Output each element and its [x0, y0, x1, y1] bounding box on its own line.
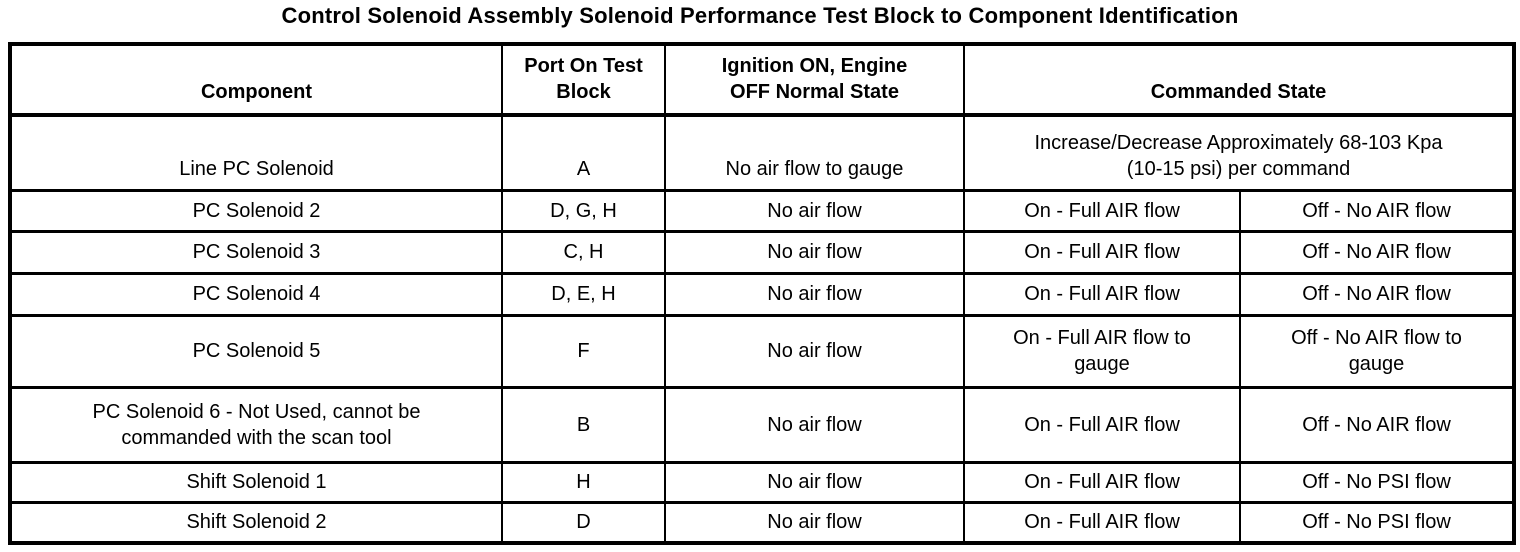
header-ignition-normal-state: Ignition ON, Engine OFF Normal State [664, 42, 965, 117]
cell-ignition-state: No air flow to gauge [664, 113, 965, 192]
cell-component: PC Solenoid 6 - Not Used, cannot be comm… [9, 385, 503, 464]
table-row: PC Solenoid 5 F No air flow On - Full AI… [9, 313, 1515, 389]
cell-commanded-on: On - Full AIR flow [963, 229, 1241, 275]
cell-commanded-off: Off - No AIR flow to gauge [1239, 313, 1515, 389]
cell-component: Line PC Solenoid [9, 113, 503, 192]
table-row: Shift Solenoid 2 D No air flow On - Full… [9, 500, 1515, 545]
page-title: Control Solenoid Assembly Solenoid Perfo… [281, 3, 1239, 28]
cell-commanded-on: On - Full AIR flow [963, 385, 1241, 464]
cell-ignition-state: No air flow [664, 229, 965, 275]
cell-ignition-state: No air flow [664, 500, 965, 545]
cell-port: D, E, H [501, 271, 666, 317]
cell-commanded-on: On - Full AIR flow [963, 188, 1241, 233]
cell-ignition-state: No air flow [664, 460, 965, 504]
cell-commanded-off: Off - No AIR flow [1239, 229, 1515, 275]
cell-component: Shift Solenoid 2 [9, 500, 503, 545]
cell-ignition-state: No air flow [664, 385, 965, 464]
header-commanded-state: Commanded State [963, 42, 1515, 117]
cell-commanded-on: On - Full AIR flow [963, 500, 1241, 545]
cell-port: H [501, 460, 666, 504]
table-row: Shift Solenoid 1 H No air flow On - Full… [9, 460, 1515, 504]
cell-port: A [501, 113, 666, 192]
cell-component: PC Solenoid 4 [9, 271, 503, 317]
cell-ignition-state: No air flow [664, 271, 965, 317]
cell-port: F [501, 313, 666, 389]
cell-commanded-state: Increase/Decrease Approximately 68-103 K… [963, 113, 1515, 192]
cell-port: D, G, H [501, 188, 666, 233]
header-component: Component [9, 42, 503, 117]
cell-port: B [501, 385, 666, 464]
cell-ignition-state: No air flow [664, 188, 965, 233]
header-port-on-test-block: Port On Test Block [501, 42, 666, 117]
cell-component: PC Solenoid 3 [9, 229, 503, 275]
cell-ignition-state: No air flow [664, 313, 965, 389]
cell-commanded-off: Off - No PSI flow [1239, 460, 1515, 504]
cell-commanded-off: Off - No AIR flow [1239, 188, 1515, 233]
table-row: PC Solenoid 3 C, H No air flow On - Full… [9, 229, 1515, 275]
table-row: PC Solenoid 4 D, E, H No air flow On - F… [9, 271, 1515, 317]
table-row: Line PC Solenoid A No air flow to gauge … [9, 113, 1515, 192]
cell-commanded-off: Off - No AIR flow [1239, 385, 1515, 464]
cell-commanded-off: Off - No AIR flow [1239, 271, 1515, 317]
cell-commanded-on: On - Full AIR flow [963, 271, 1241, 317]
table-row: PC Solenoid 2 D, G, H No air flow On - F… [9, 188, 1515, 233]
solenoid-performance-table: Component Port On Test Block Ignition ON… [8, 42, 1516, 545]
cell-commanded-on: On - Full AIR flow to gauge [963, 313, 1241, 389]
table-row: PC Solenoid 6 - Not Used, cannot be comm… [9, 385, 1515, 464]
cell-port: D [501, 500, 666, 545]
cell-component: Shift Solenoid 1 [9, 460, 503, 504]
cell-component: PC Solenoid 5 [9, 313, 503, 389]
cell-component: PC Solenoid 2 [9, 188, 503, 233]
cell-commanded-off: Off - No PSI flow [1239, 500, 1515, 545]
header-row: Component Port On Test Block Ignition ON… [9, 42, 1515, 117]
cell-port: C, H [501, 229, 666, 275]
cell-commanded-on: On - Full AIR flow [963, 460, 1241, 504]
